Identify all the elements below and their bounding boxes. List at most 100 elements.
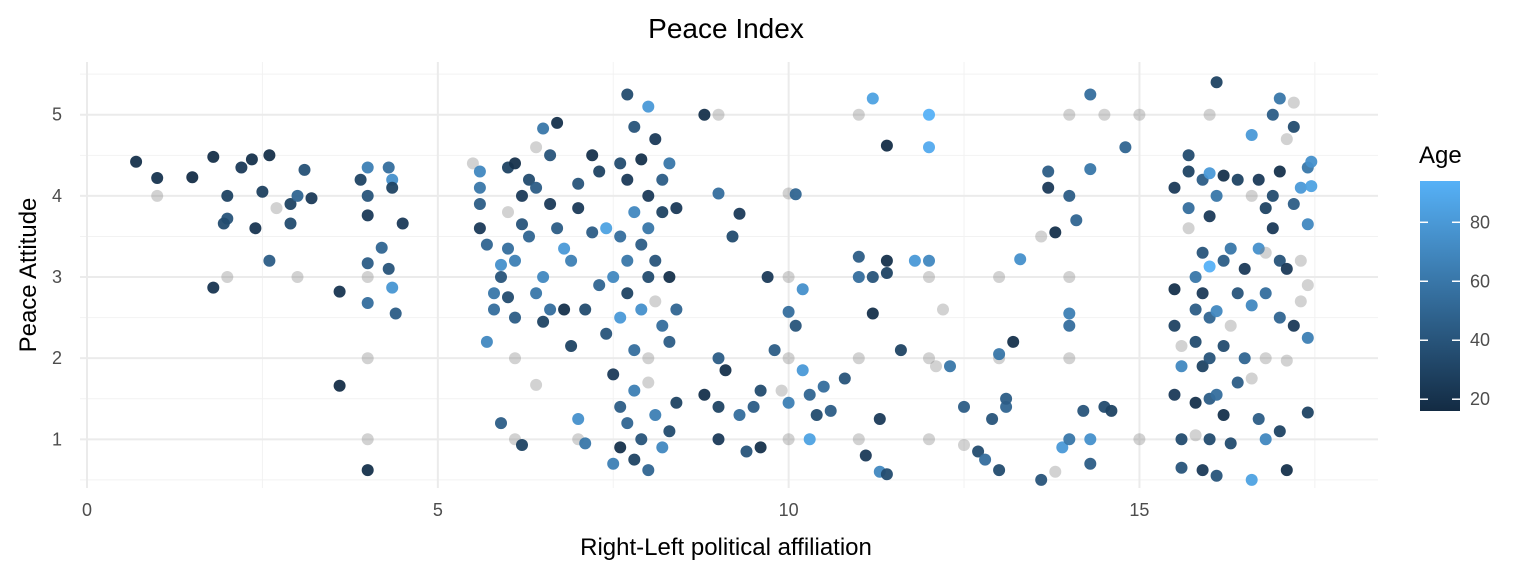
data-point (1056, 441, 1069, 454)
data-point (523, 230, 535, 243)
data-point (958, 400, 970, 413)
data-point (1189, 429, 1202, 442)
data-point (249, 222, 262, 235)
data-point (1182, 202, 1195, 215)
data-point (480, 238, 493, 251)
data-point (1259, 202, 1272, 215)
data-point (614, 230, 627, 243)
data-point (593, 165, 606, 178)
data-point (361, 189, 374, 202)
data-point (151, 189, 164, 202)
data-point (712, 187, 725, 200)
data-point (1168, 181, 1181, 194)
data-point (775, 384, 788, 397)
data-point (333, 379, 346, 392)
data-point (817, 380, 830, 393)
data-point (1063, 189, 1076, 202)
data-point (1245, 129, 1258, 141)
data-point (495, 417, 507, 430)
data-point (1035, 230, 1048, 243)
data-point (663, 157, 676, 170)
data-point (495, 271, 507, 283)
data-point (1266, 189, 1279, 202)
x-tick-label: 10 (779, 500, 799, 520)
data-point (495, 258, 507, 271)
data-point (698, 108, 711, 121)
data-point (1063, 319, 1076, 332)
data-point (1210, 469, 1223, 482)
data-point (712, 433, 725, 446)
data-point (993, 464, 1006, 477)
data-point (386, 281, 399, 294)
data-point (852, 352, 865, 365)
data-point (600, 327, 613, 340)
data-point (537, 271, 550, 283)
data-point (740, 445, 753, 458)
data-point (530, 378, 543, 391)
data-point (803, 388, 816, 401)
data-point (607, 271, 620, 283)
data-point (628, 384, 641, 397)
data-point (663, 335, 676, 348)
data-point (1217, 169, 1230, 182)
data-point (1175, 340, 1188, 352)
data-point (621, 88, 634, 101)
data-point (586, 149, 599, 162)
data-point (1294, 181, 1307, 194)
data-point (361, 297, 374, 309)
data-point (1238, 352, 1251, 365)
data-point (151, 172, 164, 184)
data-point (635, 238, 648, 251)
data-point (284, 198, 297, 210)
data-point (1000, 400, 1013, 413)
data-point (551, 222, 564, 235)
data-point (614, 441, 627, 454)
data-point (712, 352, 725, 365)
data-point (389, 307, 402, 320)
data-point (1245, 189, 1258, 202)
data-point (1000, 392, 1013, 405)
data-point (628, 120, 641, 133)
data-point (1196, 464, 1209, 477)
data-point (544, 198, 557, 210)
data-point (866, 307, 879, 320)
data-point (217, 217, 230, 230)
data-point (880, 254, 893, 267)
data-point (656, 206, 669, 219)
data-point (1098, 108, 1111, 121)
data-point (1287, 120, 1300, 133)
data-point (642, 271, 655, 283)
data-point (516, 439, 528, 451)
data-point (256, 185, 269, 198)
data-point (649, 254, 662, 267)
data-point (1259, 352, 1272, 365)
data-point (719, 364, 732, 377)
data-point (396, 217, 409, 230)
data-point (1217, 409, 1230, 421)
data-point (1182, 222, 1195, 235)
data-point (642, 376, 655, 389)
data-point (614, 157, 627, 170)
data-point (642, 100, 655, 113)
data-point (537, 122, 550, 135)
data-point (621, 173, 634, 186)
data-point (1203, 108, 1216, 121)
data-point (1287, 198, 1300, 210)
data-point (1273, 254, 1286, 267)
data-point (1070, 214, 1083, 227)
data-point (1196, 287, 1209, 300)
data-point (473, 181, 486, 194)
data-point (1224, 242, 1237, 255)
x-tick-label: 0 (82, 500, 92, 520)
data-point (1273, 92, 1286, 105)
y-tick-label: 5 (52, 105, 62, 125)
data-point (593, 279, 606, 292)
data-point (298, 163, 311, 176)
data-point (1063, 271, 1076, 283)
data-point (1301, 218, 1314, 231)
data-point (614, 400, 627, 413)
x-tick-labels: 0 5 10 15 (82, 500, 1149, 520)
data-point (621, 254, 634, 267)
data-point (1305, 180, 1318, 193)
data-point (663, 271, 676, 283)
